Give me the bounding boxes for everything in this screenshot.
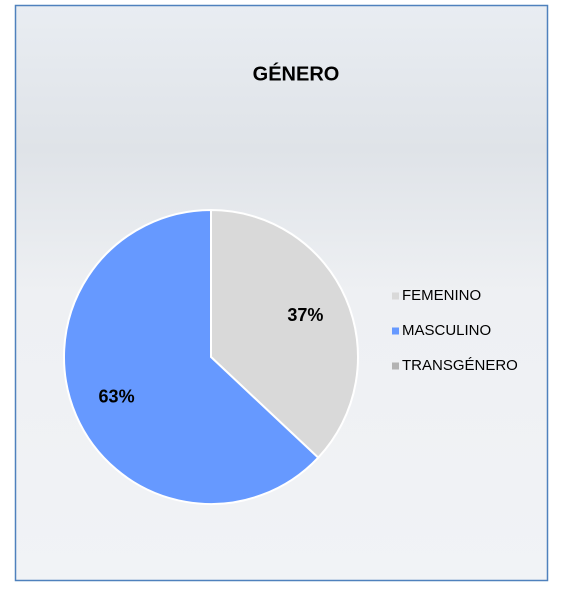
legend-label: TRANSGÉNERO: [402, 357, 518, 374]
legend-swatch: [392, 292, 399, 300]
legend-label: FEMENINO: [402, 287, 481, 304]
legend-label: MASCULINO: [402, 322, 491, 339]
legend-swatch: [392, 327, 399, 335]
pie-slice: [210, 208, 359, 460]
data-label: 37%: [287, 305, 323, 325]
pie-slice: [62, 208, 320, 505]
data-label: 63%: [99, 387, 135, 407]
chart-title: GÉNERO: [253, 62, 340, 85]
pie: [62, 208, 359, 505]
legend-swatch: [392, 362, 399, 370]
